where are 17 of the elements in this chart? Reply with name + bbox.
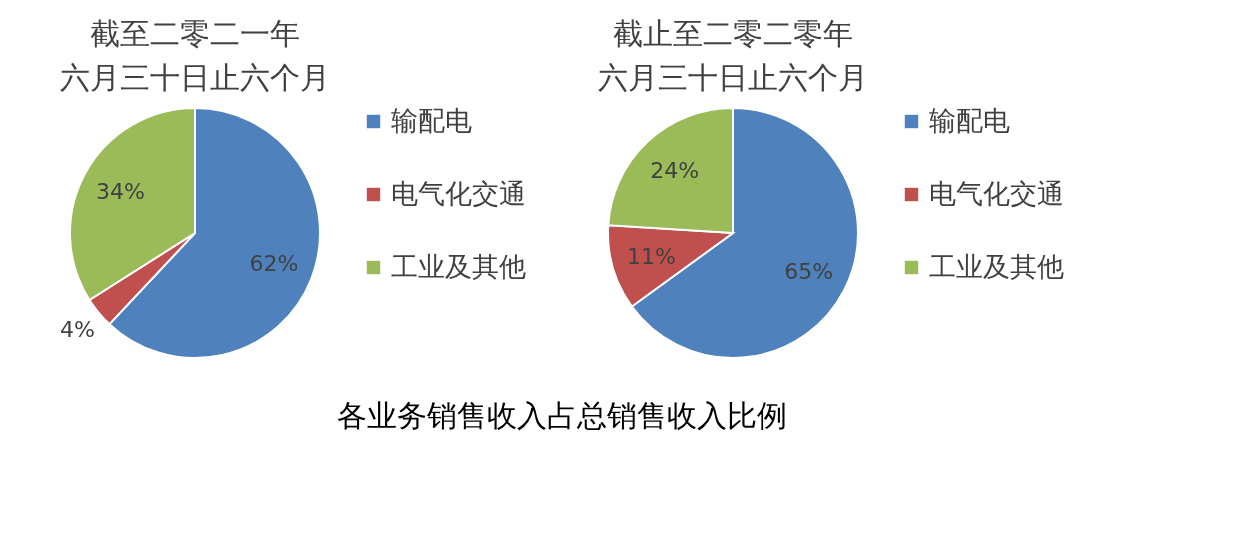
data-label: 62%	[249, 251, 299, 277]
text: 各业务销售收入占总销售收入比例	[337, 398, 787, 433]
data-label: 11%	[626, 243, 676, 269]
data-label: 24%	[650, 158, 700, 184]
legend-label: 工业及其他	[391, 250, 526, 282]
data-label: 65%	[784, 258, 834, 284]
chart-title: 截至二零二一年	[90, 16, 300, 51]
chart-subtitle: 六月三十日止六个月	[60, 60, 330, 95]
legend-label: 输配电	[391, 104, 472, 136]
data-label: 34%	[96, 179, 145, 205]
data-label: 4%	[60, 317, 95, 343]
chart-subtitle: 六月三十日止六个月	[598, 60, 868, 95]
legend-label: 工业及其他	[929, 250, 1064, 282]
chart-title: 截止至二零二零年	[613, 16, 853, 51]
legend-label: 电气化交通	[391, 177, 526, 209]
legend-label: 电气化交通	[929, 177, 1064, 209]
legend-label: 输配电	[929, 104, 1010, 136]
